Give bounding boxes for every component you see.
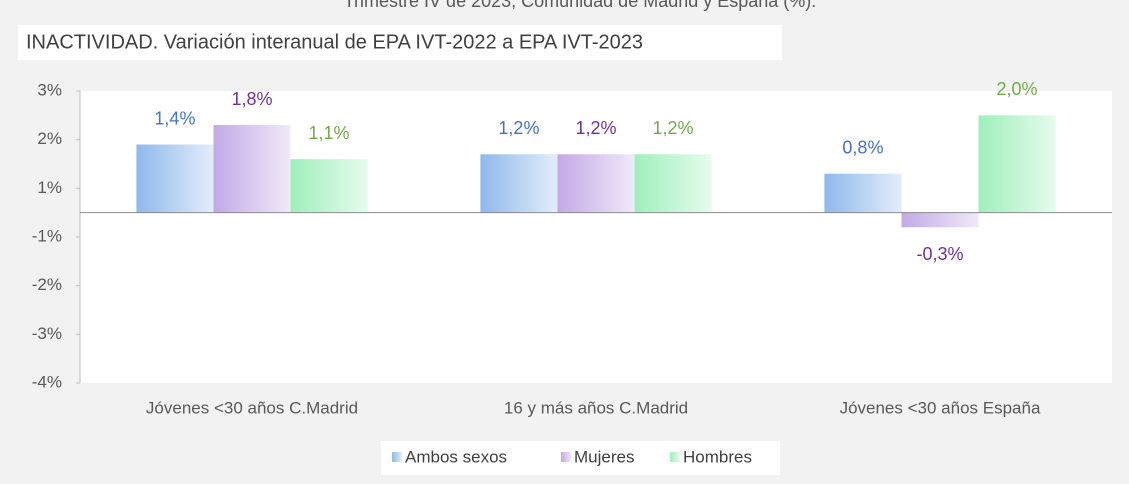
legend-label: Ambos sexos	[405, 447, 507, 466]
bar	[136, 144, 214, 213]
y-tick-label: -4%	[32, 372, 62, 391]
legend-swatch	[670, 452, 680, 462]
legend-swatch	[392, 452, 402, 462]
bar	[480, 154, 558, 213]
data-label: 2,0%	[997, 79, 1038, 99]
legend-label: Hombres	[683, 447, 752, 466]
y-tick-label: 1%	[37, 178, 62, 197]
data-label: 1,8%	[231, 89, 272, 109]
bar	[213, 125, 291, 213]
y-tick-label: 3%	[37, 80, 62, 99]
legend-label: Mujeres	[574, 447, 634, 466]
y-tick-label: -1%	[32, 226, 62, 245]
bar	[824, 173, 902, 213]
data-label: -0,3%	[916, 244, 963, 264]
y-tick-label: 2%	[37, 129, 62, 148]
chart-title: INACTIVIDAD. Variación interanual de EPA…	[26, 31, 643, 53]
y-tick-label: -3%	[32, 324, 62, 343]
x-tick-label: Jóvenes <30 años C.Madrid	[146, 398, 358, 417]
x-tick-label: 16 y más años C.Madrid	[504, 398, 688, 417]
data-label: 1,4%	[154, 108, 195, 128]
x-tick-label: Jóvenes <30 años España	[840, 398, 1041, 417]
bar	[901, 212, 979, 228]
y-tick-label: -2%	[32, 275, 62, 294]
data-label: 1,2%	[653, 118, 694, 138]
data-label: 1,1%	[309, 123, 350, 143]
legend-box	[381, 441, 780, 475]
bar	[557, 154, 635, 213]
data-label: 1,2%	[498, 118, 539, 138]
bar	[634, 154, 712, 213]
data-label: 0,8%	[842, 137, 883, 157]
bar	[978, 115, 1056, 213]
bar	[290, 159, 368, 213]
title-box	[18, 25, 782, 60]
chart-subtitle: Trimestre IV de 2023, Comunidad de Madri…	[344, 0, 817, 11]
legend-swatch	[561, 452, 571, 462]
data-label: 1,2%	[575, 118, 616, 138]
